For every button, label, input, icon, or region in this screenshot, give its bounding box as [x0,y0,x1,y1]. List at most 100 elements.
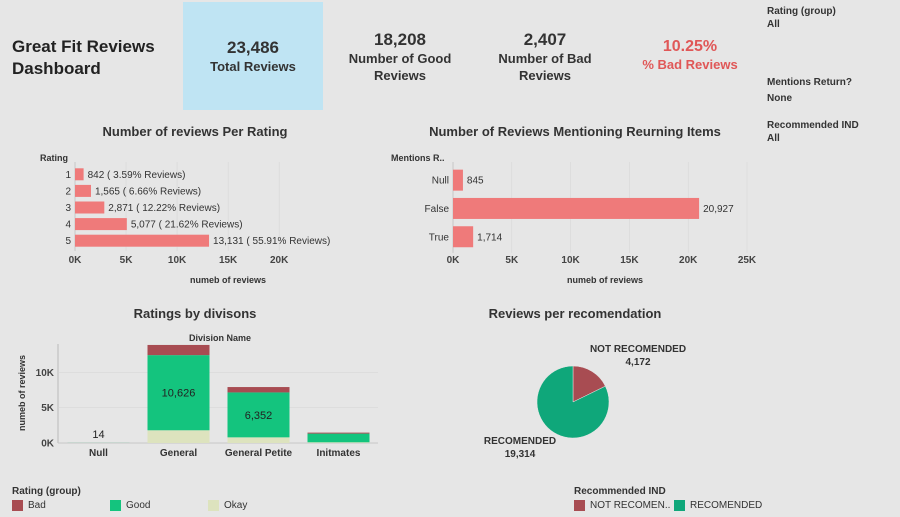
rating-x-axis-title: numeb of reviews [190,275,266,285]
rating-category-label: 5 [65,236,71,247]
rating-group-legend-title: Rating (group) [12,486,81,497]
division-data-label: 6,352 [245,410,273,422]
rating-y-axis-title: Rating [40,153,68,163]
division-bar-bad[interactable] [307,432,370,434]
returning-category-label: Null [432,176,449,187]
returning-x-tick-label: 15K [620,255,639,266]
legend-swatch-good [110,500,121,511]
returning-bar-chart: 0K 5K 10K 15K 20K 25K Null 845 False 20,927 True 1,… [425,162,757,266]
legend-item-bad[interactable]: Bad [12,500,46,511]
returning-data-label: 20,927 [703,204,734,215]
kpi-pct-value: 10.25% [662,38,718,55]
kpi-good-reviews[interactable]: 18,208 Number of Good Reviews [340,30,460,84]
rating-bar[interactable] [75,218,127,231]
returning-chart-title: Number of Reviews Mentioning Reurning It… [429,124,721,139]
rating-category-label: 1 [65,170,71,181]
filter-mentions-return[interactable]: Mentions Return? None [767,77,852,104]
division-bar-okay[interactable] [307,442,370,443]
kpi-bad-reviews[interactable]: 2,407 Number of Bad Reviews [485,30,605,84]
pie-label-recommended: RECOMENDED [484,436,556,447]
filter-rating-group-value[interactable]: All [767,19,780,30]
rating-x-tick-label: 15K [219,255,238,266]
returning-data-label: 845 [467,176,484,187]
legend-label-recommended: RECOMENDED [690,500,763,511]
returning-bar[interactable] [453,169,463,191]
legend-item-recommended[interactable]: RECOMENDED [674,500,762,511]
legend-swatch-recommended [674,500,685,511]
legend-swatch-okay [208,500,219,511]
division-bar-bad[interactable] [227,387,290,393]
legend-swatch-bad [12,500,23,511]
filter-recommended-ind[interactable]: Recommended IND All [767,120,859,144]
returning-data-label: 1,714 [477,232,502,243]
rating-bar[interactable] [75,234,210,247]
returning-bar[interactable] [453,197,700,219]
rating-x-tick-label: 10K [168,255,187,266]
kpi-total-reviews[interactable]: 23,486 Total Reviews [183,2,323,110]
rating-x-tick-label: 5K [120,255,134,266]
rating-bar-chart: 0K 5K 10K 15K 20K 1 842 ( 3.59% Reviews) 2 1,565… [65,162,330,266]
filter-mentions-return-value[interactable]: None [767,93,792,104]
rating-bar[interactable] [75,168,84,181]
rating-data-label: 13,131 ( 55.91% Reviews) [213,236,330,247]
division-bar-bad[interactable] [147,344,210,356]
division-y-axis-title: numeb of reviews [17,355,27,431]
rating-group-legend: Rating (group) Bad Good Okay [12,486,312,516]
division-bar-good[interactable] [307,433,370,443]
filter-recommended-ind-value[interactable]: All [767,133,780,144]
returning-bar[interactable] [453,226,474,248]
pie-slice-not-recommended[interactable] [572,365,606,403]
rating-category-label: 4 [65,220,71,231]
kpi-bad-value: 2,407 [523,30,567,49]
division-category-label: General [160,448,197,459]
rating-data-label: 5,077 ( 21.62% Reviews) [131,220,243,231]
division-category-label: Null [89,448,108,459]
pie-slice-recommended[interactable] [536,365,610,439]
rating-chart-title: Number of reviews Per Rating [102,124,288,139]
returning-x-tick-label: 0K [447,255,461,266]
filter-mentions-return-label: Mentions Return? [767,77,852,88]
dashboard-title: Great Fit Reviews Dashboard [12,37,155,78]
recommended-legend-title: Recommended IND [574,486,666,497]
filter-rating-group-label: Rating (group) [767,6,836,17]
returning-category-label: False [425,204,450,215]
division-category-label: General Petite [225,448,293,459]
division-bar-okay[interactable] [227,437,290,443]
recommendation-pie-chart [536,365,610,439]
kpi-good-label: Number of Good Reviews [348,51,452,83]
kpi-total-label: Total Reviews [210,59,296,74]
legend-item-not-recommended[interactable]: NOT RECOMEN.. [574,500,670,511]
division-stacked-chart: 0K 5K 10K Null General General Petite Initmate… [36,344,378,459]
legend-label-bad: Bad [28,500,46,511]
division-data-label: 14 [92,429,104,441]
pie-value-recommended: 19,314 [505,449,536,460]
returning-x-tick-label: 10K [561,255,580,266]
division-bar-good[interactable] [227,392,290,438]
kpi-bad-label: Number of Bad Reviews [498,51,592,83]
rating-category-label: 3 [65,203,71,214]
division-x-axis-title: Division Name [189,333,251,343]
rating-data-label: 1,565 ( 6.66% Reviews) [95,186,201,197]
legend-item-okay[interactable]: Okay [208,500,247,511]
kpi-pct-bad[interactable]: 10.25% % Bad Reviews [625,38,755,73]
filter-rating-group[interactable]: Rating (group) All [767,6,836,30]
filter-recommended-ind-label: Recommended IND [767,120,859,131]
legend-item-good[interactable]: Good [110,500,150,511]
rating-bar[interactable] [75,184,91,197]
kpi-pct-label: % Bad Reviews [642,57,738,72]
division-y-tick-label: 0K [41,439,55,450]
returning-y-axis-title: Mentions R.. [391,153,445,163]
division-bar-okay[interactable] [147,430,210,443]
legend-swatch-not-recommended [574,500,585,511]
division-bar-good[interactable] [147,355,210,431]
returning-x-tick-label: 20K [679,255,698,266]
division-chart-title: Ratings by divisons [133,306,257,321]
legend-label-okay: Okay [224,500,248,511]
legend-label-not-recommended: NOT RECOMEN.. [590,500,671,511]
legend-label-good: Good [126,500,151,511]
recommended-legend: Recommended IND NOT RECOMEN.. RECOMENDED [574,486,874,516]
recommendation-chart-title: Reviews per recomendation [488,306,662,321]
rating-data-label: 842 ( 3.59% Reviews) [88,170,186,181]
rating-bar[interactable] [75,201,105,214]
